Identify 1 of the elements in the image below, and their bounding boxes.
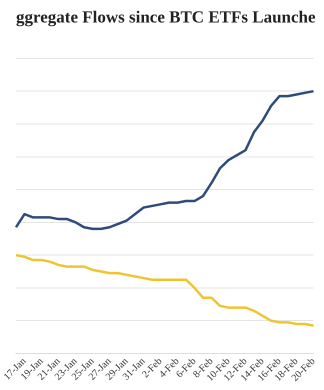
chart-title: ggregate Flows since BTC ETFs Launche (16, 8, 316, 27)
